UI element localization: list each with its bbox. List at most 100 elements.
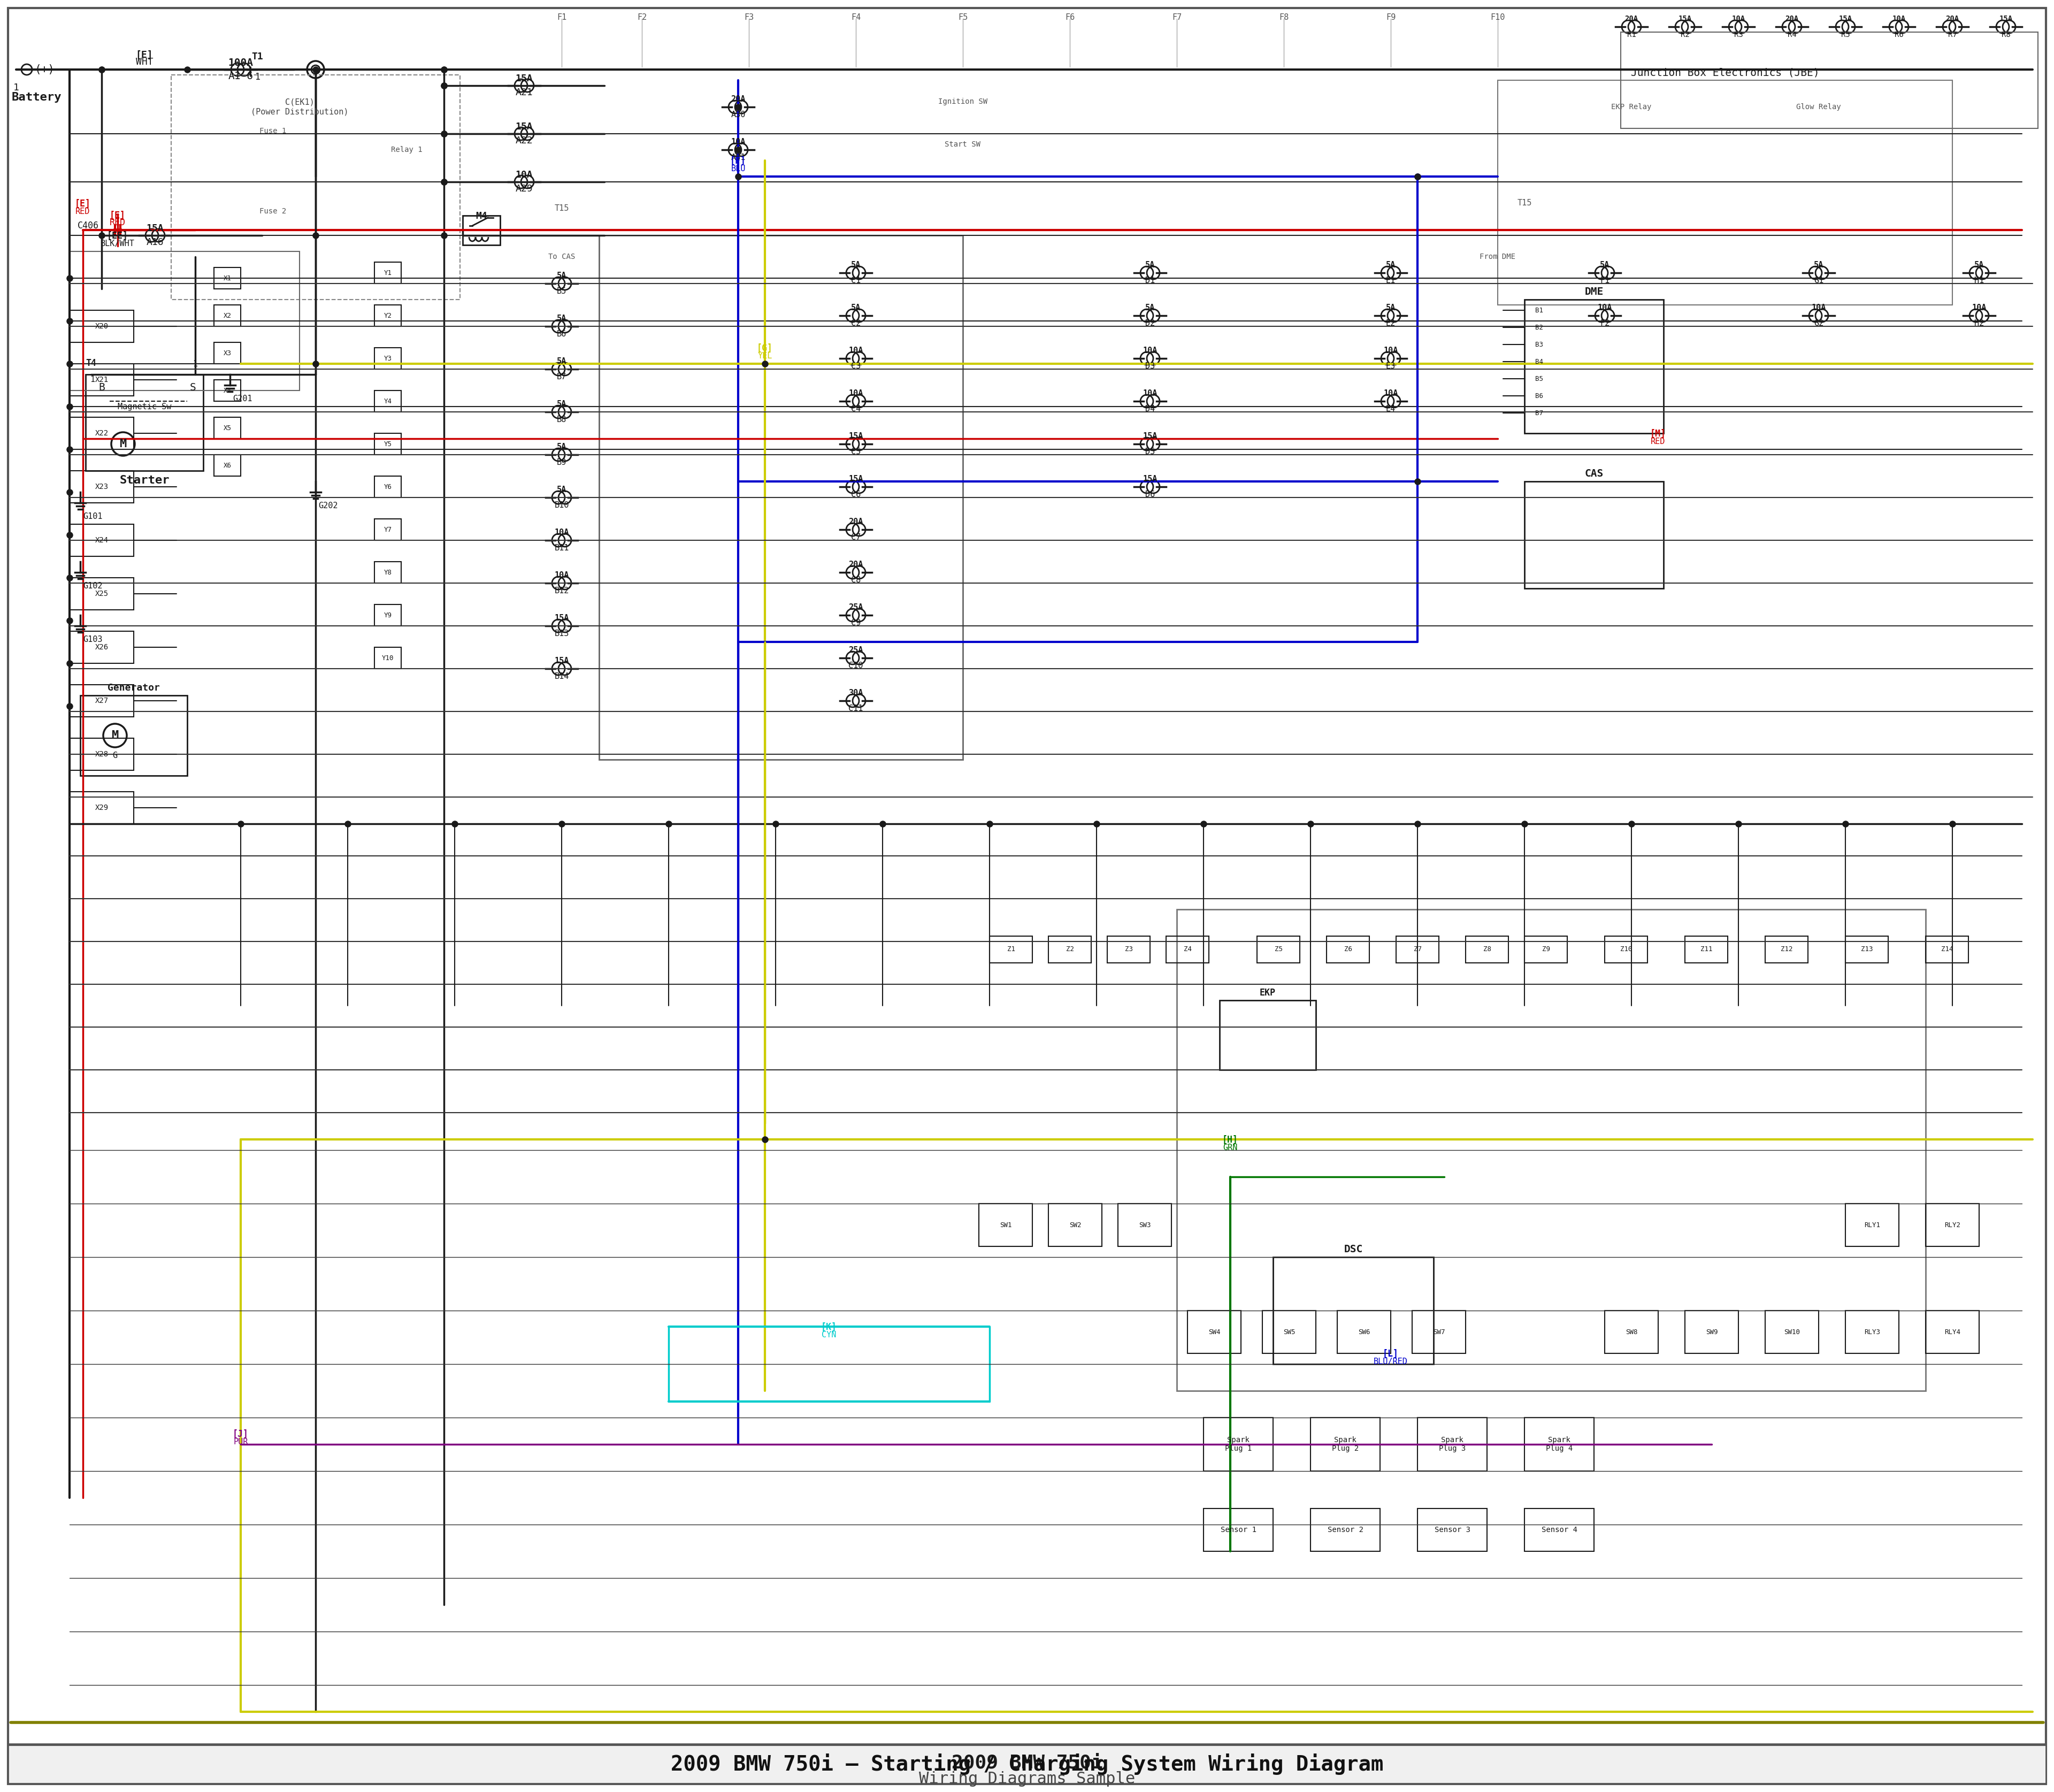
- Text: Y1: Y1: [384, 269, 392, 276]
- Bar: [214, 267, 240, 289]
- Text: Y2: Y2: [384, 312, 392, 319]
- Text: B7: B7: [1534, 410, 1543, 416]
- Text: 5A: 5A: [1600, 262, 1610, 269]
- Text: H2: H2: [1974, 319, 1984, 328]
- Text: [K]: [K]: [822, 1322, 838, 1331]
- Text: X28: X28: [94, 751, 109, 758]
- Text: R1: R1: [1627, 30, 1635, 38]
- Text: Starter: Starter: [119, 475, 170, 486]
- Text: 30A: 30A: [848, 688, 863, 697]
- Text: R4: R4: [1787, 30, 1797, 38]
- Text: RLY4: RLY4: [1945, 1328, 1960, 1335]
- Text: B6: B6: [1534, 392, 1543, 400]
- Bar: [70, 471, 134, 504]
- Text: Y3: Y3: [384, 355, 392, 362]
- Text: G201: G201: [232, 394, 253, 403]
- Text: SW10: SW10: [1783, 1328, 1799, 1335]
- Bar: [70, 310, 134, 342]
- Text: 10A: 10A: [1812, 305, 1826, 312]
- Text: 10A: 10A: [1732, 14, 1746, 23]
- Text: CAS: CAS: [1584, 468, 1604, 478]
- Bar: [1273, 1256, 1434, 1364]
- Text: 5A: 5A: [557, 486, 567, 495]
- Text: A30: A30: [731, 111, 746, 118]
- Text: Battery: Battery: [12, 91, 62, 102]
- Text: B7: B7: [557, 373, 567, 382]
- Text: 10A: 10A: [731, 138, 746, 145]
- Text: Y4: Y4: [384, 398, 392, 405]
- Bar: [1524, 1417, 1594, 1471]
- Bar: [8, 1745, 2046, 1783]
- Text: A16: A16: [146, 238, 164, 247]
- Text: Spark
Plug 4: Spark Plug 4: [1547, 1435, 1573, 1452]
- Text: [E]: [E]: [109, 211, 125, 220]
- Text: T15: T15: [555, 204, 569, 213]
- Text: D6: D6: [1146, 491, 1154, 498]
- Text: B5: B5: [1534, 375, 1543, 382]
- Bar: [990, 935, 1033, 962]
- Text: H1: H1: [1974, 276, 1984, 285]
- Text: Z3: Z3: [1126, 946, 1132, 953]
- Text: 5A: 5A: [850, 262, 861, 269]
- Bar: [86, 375, 203, 471]
- Text: C406: C406: [78, 220, 99, 231]
- Text: RLY3: RLY3: [1865, 1328, 1879, 1335]
- Text: D5: D5: [1146, 448, 1154, 455]
- Text: Spark
Plug 2: Spark Plug 2: [1331, 1435, 1358, 1452]
- Text: D4: D4: [1146, 405, 1154, 412]
- Text: 10A: 10A: [1142, 389, 1156, 398]
- Text: BLU/RED: BLU/RED: [1374, 1358, 1407, 1366]
- Text: 15A: 15A: [1999, 14, 2013, 23]
- Text: 20A: 20A: [731, 95, 746, 104]
- Text: C11: C11: [848, 704, 863, 713]
- Text: DME: DME: [1584, 287, 1604, 297]
- Text: 5A: 5A: [1146, 262, 1154, 269]
- Text: M4: M4: [477, 211, 487, 220]
- Text: DSC: DSC: [1343, 1244, 1362, 1254]
- Bar: [374, 477, 401, 498]
- Bar: [374, 520, 401, 539]
- Text: X1: X1: [224, 274, 232, 281]
- Text: Y6: Y6: [384, 484, 392, 491]
- Bar: [214, 305, 240, 326]
- Text: 15A: 15A: [1142, 475, 1156, 484]
- Bar: [1220, 1000, 1317, 1070]
- Text: S: S: [189, 382, 195, 392]
- Text: D2: D2: [1146, 319, 1154, 328]
- Bar: [70, 738, 134, 771]
- Text: 10A: 10A: [1972, 305, 1986, 312]
- Text: F7: F7: [1173, 13, 1181, 22]
- Text: [EE]: [EE]: [107, 231, 127, 240]
- Text: 15A: 15A: [146, 224, 164, 233]
- Text: 1: 1: [12, 82, 18, 93]
- Text: R5: R5: [1840, 30, 1851, 38]
- Text: A22: A22: [516, 136, 532, 145]
- Bar: [80, 695, 187, 776]
- Text: Y8: Y8: [384, 568, 392, 575]
- Text: Z11: Z11: [1701, 946, 1713, 953]
- Text: 1: 1: [193, 360, 197, 367]
- Bar: [214, 342, 240, 364]
- Text: 5A: 5A: [557, 443, 567, 452]
- Text: 5A: 5A: [850, 305, 861, 312]
- Text: To CAS: To CAS: [548, 253, 575, 260]
- Text: 5A: 5A: [1146, 305, 1154, 312]
- Bar: [462, 215, 499, 246]
- Text: RED: RED: [1651, 437, 1666, 446]
- Text: X26: X26: [94, 643, 109, 650]
- Text: SW2: SW2: [1070, 1222, 1080, 1229]
- Bar: [70, 685, 134, 717]
- Text: R2: R2: [1680, 30, 1688, 38]
- Text: From DME: From DME: [1479, 253, 1516, 260]
- Bar: [214, 380, 240, 401]
- Text: [M]: [M]: [1649, 428, 1666, 439]
- Bar: [1257, 935, 1300, 962]
- Text: Z9: Z9: [1543, 946, 1551, 953]
- Text: R7: R7: [1947, 30, 1957, 38]
- Text: 20A: 20A: [1785, 14, 1799, 23]
- Text: C2: C2: [850, 319, 861, 328]
- Text: B1: B1: [1534, 306, 1543, 314]
- Text: PUR: PUR: [234, 1437, 249, 1446]
- Bar: [70, 631, 134, 663]
- Bar: [1167, 935, 1210, 962]
